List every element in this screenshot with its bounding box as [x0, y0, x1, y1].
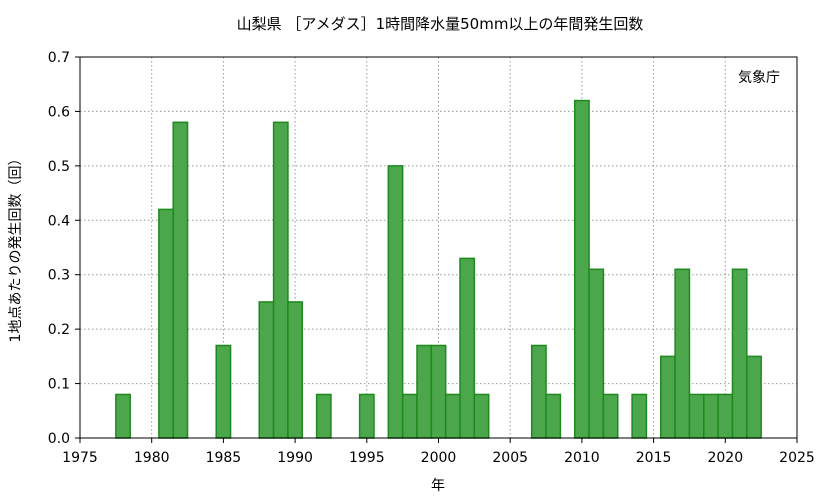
bar-2001	[444, 393, 461, 439]
x-tick-label: 1995	[349, 450, 385, 466]
bar-2019	[703, 393, 719, 439]
y-axis-label: 1地点あたりの発生回数（回）	[8, 152, 24, 343]
x-tick-label: 1990	[277, 450, 313, 466]
bar-2017	[674, 268, 691, 439]
bar-1978	[115, 393, 131, 439]
y-tick-label: 0.4	[48, 213, 70, 229]
bar-2008	[545, 393, 562, 439]
chart-title: 山梨県 ［アメダス］1時間降水量50mm以上の年間発生回数	[237, 15, 644, 33]
bar-1997	[387, 165, 404, 439]
bar-2000	[430, 344, 447, 439]
bar-1989	[272, 121, 289, 439]
bar-1990	[287, 301, 304, 439]
x-tick-label: 2010	[564, 450, 600, 466]
bar-1995	[358, 393, 375, 439]
x-tick-label: 2015	[636, 450, 672, 466]
x-axis-label: 年	[431, 478, 445, 494]
bar-2002	[459, 257, 476, 439]
bar-1982	[172, 121, 189, 439]
bar-2021	[731, 268, 748, 439]
y-tick-label: 0.3	[48, 268, 70, 284]
bar-1998	[401, 393, 418, 439]
y-tick-label: 0.5	[48, 159, 70, 175]
bar-2018	[688, 393, 705, 439]
x-tick-label: 1975	[62, 450, 98, 466]
x-tick-label: 1985	[206, 450, 242, 466]
bar-2007	[530, 344, 547, 439]
bar-2010	[573, 99, 590, 439]
y-tick-label: 0.1	[48, 377, 70, 393]
y-ticks: 0.0 0.1 0.2 0.3 0.4 0.5 0.6 0.7	[48, 50, 80, 447]
credit-label: 気象庁	[738, 70, 780, 86]
bar-2016	[660, 355, 676, 439]
bar-2011	[588, 268, 605, 439]
bar-1985	[215, 344, 232, 439]
bar-1992	[315, 393, 332, 439]
bar-2012	[602, 393, 619, 439]
y-tick-label: 0.0	[48, 431, 70, 447]
bar-2022	[746, 355, 762, 439]
y-tick-label: 0.7	[48, 50, 70, 66]
x-tick-label: 2020	[707, 450, 743, 466]
bar-2020	[717, 393, 734, 439]
x-tick-label: 2025	[779, 450, 815, 466]
x-tick-label: 1980	[134, 450, 170, 466]
x-tick-label: 2000	[421, 450, 457, 466]
y-tick-label: 0.6	[48, 104, 70, 120]
y-tick-label: 0.2	[48, 322, 70, 338]
bar-1999	[416, 344, 433, 439]
bar-2014	[631, 393, 648, 439]
x-ticks: 1975 1980 1985 1990 1995 2000 2005 2010 2015 2020…	[62, 438, 815, 466]
bar-1988	[258, 301, 275, 439]
bar-2003	[473, 393, 490, 439]
bar-1981	[158, 208, 174, 439]
x-tick-label: 2005	[492, 450, 528, 466]
